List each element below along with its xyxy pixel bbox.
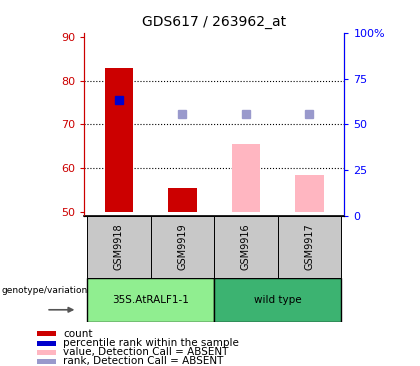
Bar: [37, 332, 56, 336]
Text: GSM9919: GSM9919: [177, 224, 187, 270]
Text: count: count: [63, 329, 93, 339]
Title: GDS617 / 263962_at: GDS617 / 263962_at: [142, 15, 286, 29]
Text: value, Detection Call = ABSENT: value, Detection Call = ABSENT: [63, 347, 228, 357]
Bar: [232, 144, 260, 212]
Text: wild type: wild type: [254, 295, 302, 305]
Text: rank, Detection Call = ABSENT: rank, Detection Call = ABSENT: [63, 356, 223, 366]
Text: 35S.AtRALF1-1: 35S.AtRALF1-1: [112, 295, 189, 305]
Bar: [87, 216, 151, 278]
Text: GSM9916: GSM9916: [241, 224, 251, 270]
Bar: [151, 216, 214, 278]
Text: percentile rank within the sample: percentile rank within the sample: [63, 338, 239, 348]
Bar: [278, 216, 341, 278]
Bar: [105, 68, 133, 212]
Bar: [37, 341, 56, 346]
Bar: [168, 188, 197, 212]
Bar: [37, 359, 56, 364]
Bar: [214, 278, 341, 322]
Text: genotype/variation: genotype/variation: [2, 286, 88, 295]
Bar: [37, 350, 56, 355]
Bar: [295, 175, 324, 212]
Bar: [214, 216, 278, 278]
Bar: [87, 278, 214, 322]
Text: GSM9917: GSM9917: [304, 224, 315, 270]
Text: GSM9918: GSM9918: [114, 224, 124, 270]
